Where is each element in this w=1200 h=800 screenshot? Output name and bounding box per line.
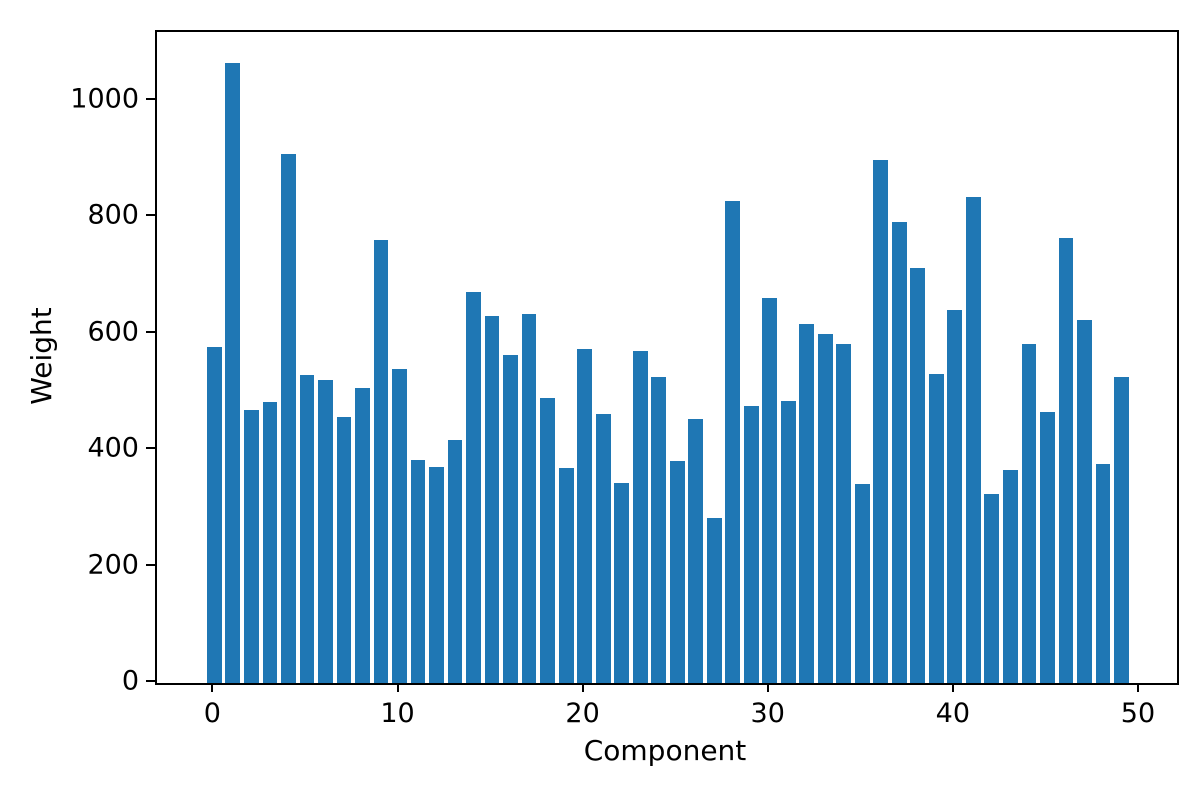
bar (225, 62, 241, 683)
bar (1002, 470, 1018, 683)
bar (466, 291, 481, 683)
bar (836, 344, 852, 683)
bar (410, 459, 426, 683)
bar (799, 324, 815, 683)
y-tick-label: 0 (121, 665, 139, 697)
bar (854, 484, 870, 683)
plot-area (155, 30, 1179, 685)
bar (614, 482, 630, 683)
bar (984, 494, 1000, 683)
bar (669, 461, 685, 683)
bar (336, 417, 352, 683)
bar (688, 419, 704, 683)
bar (206, 347, 222, 683)
bar (244, 409, 259, 683)
y-tick-label: 400 (87, 432, 139, 464)
y-tick-label: 1000 (70, 83, 139, 115)
bar (1095, 464, 1111, 683)
x-tick (951, 683, 954, 692)
bar (706, 517, 722, 683)
bar (725, 200, 741, 683)
bar (540, 397, 555, 683)
x-tick-label: 40 (935, 698, 971, 729)
x-tick-label: 10 (380, 698, 415, 729)
bar (780, 400, 796, 683)
bar (910, 268, 926, 683)
bar (1040, 411, 1055, 683)
bar (484, 316, 500, 683)
y-tick (146, 97, 155, 100)
x-tick (766, 683, 769, 692)
bar (318, 379, 333, 683)
y-tick-label: 200 (87, 549, 139, 581)
bar (817, 333, 833, 683)
x-tick-label: 20 (565, 698, 600, 729)
bar (928, 373, 944, 683)
bar (891, 221, 907, 683)
y-tick (146, 214, 155, 217)
bar (595, 413, 611, 683)
y-axis-label: Weight (25, 306, 58, 405)
bar (651, 376, 667, 683)
x-axis-label: Component (583, 734, 747, 767)
bar (1021, 343, 1037, 683)
x-tick-label: 30 (750, 698, 785, 729)
x-tick (396, 683, 399, 692)
y-tick (146, 330, 155, 333)
y-tick (146, 680, 155, 682)
y-tick-label: 800 (87, 199, 139, 231)
bar (632, 351, 648, 683)
bar (1058, 237, 1074, 683)
bar (743, 405, 759, 683)
bar (521, 314, 537, 683)
bar (503, 355, 518, 683)
bar (1077, 320, 1092, 683)
bar (873, 160, 889, 683)
bar (558, 468, 574, 683)
x-tick-label: 0 (203, 698, 221, 729)
bar (355, 387, 370, 683)
bar (947, 310, 963, 683)
bar (1114, 377, 1129, 683)
bar (762, 297, 778, 683)
bar (965, 197, 981, 683)
y-tick-label: 600 (87, 316, 139, 348)
x-tick (1136, 683, 1139, 692)
bar (577, 349, 592, 683)
bar (262, 401, 278, 683)
x-tick (581, 683, 584, 692)
bar (299, 374, 315, 683)
bar (281, 153, 296, 683)
y-tick (146, 563, 155, 566)
bar (392, 369, 407, 683)
bar (429, 466, 444, 683)
x-tick-label: 50 (1120, 698, 1156, 729)
x-tick (211, 683, 214, 692)
y-tick (146, 447, 155, 450)
bar (373, 240, 389, 683)
bar (447, 439, 463, 683)
